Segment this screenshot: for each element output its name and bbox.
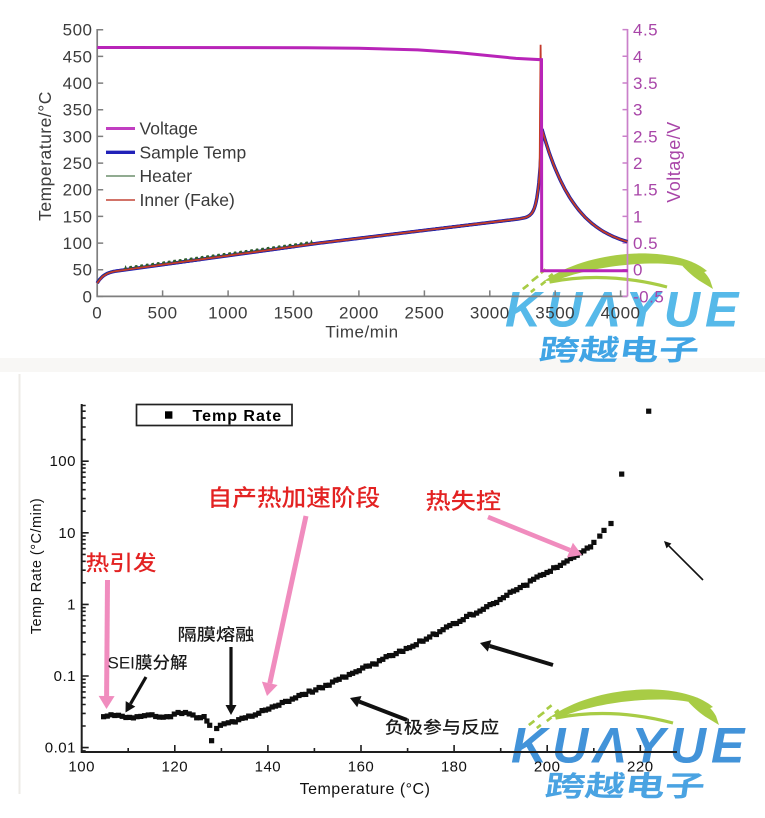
svg-text:100: 100 (68, 759, 95, 776)
svg-text:3500: 3500 (535, 304, 575, 323)
svg-text:Voltage: Voltage (140, 119, 198, 139)
svg-text:350: 350 (63, 101, 93, 120)
svg-text:500: 500 (63, 21, 93, 40)
svg-text:2: 2 (633, 154, 643, 173)
svg-text:2000: 2000 (339, 304, 379, 323)
svg-text:180: 180 (441, 759, 468, 776)
svg-text:Inner (Fake): Inner (Fake) (140, 190, 235, 210)
svg-text:Temperature (°C): Temperature (°C) (300, 781, 431, 798)
svg-text:Temp Rate: Temp Rate (193, 408, 283, 425)
svg-text:4: 4 (633, 47, 643, 66)
svg-text:1000: 1000 (208, 304, 248, 323)
svg-text:Temp Rate (°C/min): Temp Rate (°C/min) (29, 498, 45, 634)
svg-text:100: 100 (63, 234, 93, 253)
svg-text:3000: 3000 (470, 304, 510, 323)
svg-text:4.5: 4.5 (633, 21, 658, 40)
svg-text:KUΛYUE: KUΛYUE (505, 282, 743, 338)
svg-text:1.5: 1.5 (633, 181, 658, 200)
svg-text:KUΛYUE: KUΛYUE (511, 718, 749, 774)
svg-text:Time/min: Time/min (325, 323, 398, 342)
svg-text:Voltage/V: Voltage/V (664, 121, 684, 203)
svg-text:3.5: 3.5 (633, 74, 658, 93)
svg-text:SEI: SEI (108, 654, 135, 673)
svg-text:Heater: Heater (140, 166, 193, 186)
svg-text:1500: 1500 (274, 304, 314, 323)
svg-text:0: 0 (633, 261, 643, 280)
svg-text:120: 120 (162, 759, 189, 776)
svg-text:220: 220 (627, 759, 654, 776)
svg-text:50: 50 (73, 261, 93, 280)
svg-text:250: 250 (63, 154, 93, 173)
svg-text:1: 1 (67, 596, 76, 613)
svg-text:2.5: 2.5 (633, 127, 658, 146)
svg-text:100: 100 (49, 453, 76, 470)
svg-text:2500: 2500 (404, 304, 444, 323)
svg-text:10: 10 (58, 525, 76, 542)
svg-text:Sample Temp: Sample Temp (140, 142, 247, 162)
svg-text:0.1: 0.1 (54, 668, 76, 685)
svg-text:0.5: 0.5 (633, 234, 658, 253)
svg-text:450: 450 (63, 47, 93, 66)
svg-text:150: 150 (63, 207, 93, 226)
svg-text:500: 500 (148, 304, 178, 323)
svg-text:-0.5: -0.5 (633, 287, 664, 306)
svg-text:300: 300 (63, 127, 93, 146)
svg-text:0.01: 0.01 (45, 740, 76, 757)
svg-text:0: 0 (92, 304, 102, 323)
svg-text:400: 400 (63, 74, 93, 93)
svg-text:4000: 4000 (601, 304, 641, 323)
svg-text:140: 140 (255, 759, 282, 776)
svg-text:1: 1 (633, 207, 643, 226)
svg-text:160: 160 (348, 759, 375, 776)
svg-text:0: 0 (83, 287, 93, 306)
svg-text:200: 200 (534, 759, 561, 776)
svg-text:200: 200 (63, 181, 93, 200)
svg-text:3: 3 (633, 101, 643, 120)
svg-text:Temperature/°C: Temperature/°C (35, 91, 55, 221)
